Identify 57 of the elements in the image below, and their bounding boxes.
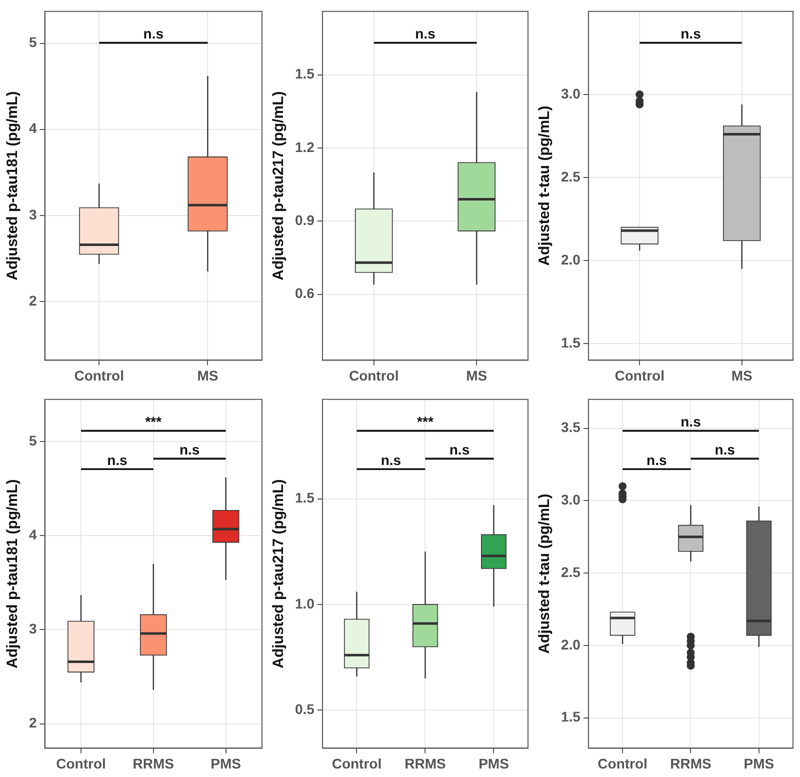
x-tick-label: PMS	[744, 755, 774, 772]
y-tick-label: 2.5	[560, 564, 581, 580]
x-tick-label: RRMS	[670, 755, 712, 772]
y-axis-title: Adjusted p-tau217 (pg/mL)	[270, 91, 288, 280]
x-tick-label: Control	[332, 755, 382, 772]
x-tick-label: Control	[56, 755, 106, 772]
y-tick-label: 4	[28, 526, 37, 543]
x-tick-label: MS	[197, 367, 218, 384]
x-tick-label: Control	[348, 367, 399, 384]
y-tick-label: 1.2	[294, 138, 315, 155]
annotation: n.s	[680, 26, 702, 42]
y-tick-label: 2	[28, 714, 37, 731]
y-axis-title: Adjusted p-tau181 (pg/mL)	[4, 479, 22, 668]
y-tick-label: 3.0	[560, 492, 581, 508]
y-axis-title: Adjusted p-tau217 (pg/mL)	[270, 479, 288, 668]
x-tick-label: Control	[74, 367, 124, 384]
y-axis-title: Adjusted t-tau (pg/mL)	[536, 106, 554, 266]
y-tick-label: 0.5	[294, 701, 315, 718]
annotation: n.s	[646, 452, 667, 468]
x-tick-label: Control	[598, 755, 648, 772]
annotation: n.s	[449, 442, 470, 458]
annotation: ***	[417, 414, 434, 430]
y-tick-label: 3.0	[560, 85, 581, 102]
y-axis-title: Adjusted t-tau (pg/mL)	[536, 494, 554, 654]
y-tick-label: 1.5	[294, 490, 315, 506]
y-tick-label: 1.0	[294, 595, 315, 612]
y-tick-label: 1.5	[560, 334, 581, 350]
y-tick-label: 2	[28, 292, 37, 308]
x-tick-label: Control	[614, 367, 664, 384]
x-tick-label: RRMS	[132, 755, 174, 772]
y-tick-label: 0.9	[294, 212, 315, 228]
y-tick-label: 5	[28, 34, 37, 50]
y-tick-label: 2.0	[560, 251, 581, 268]
y-tick-label: 2.5	[560, 168, 581, 184]
y-axis-title: Adjusted p-tau181 (pg/mL)	[4, 91, 22, 280]
y-tick-label: 3	[28, 206, 37, 222]
y-tick-label: 2.0	[560, 636, 581, 652]
y-tick-label: 3	[28, 620, 37, 637]
y-tick-label: 4	[28, 120, 37, 136]
y-tick-label: 0.6	[294, 285, 315, 302]
y-tick-label: 5	[28, 432, 37, 449]
annotation: n.s	[380, 452, 402, 468]
annotation: n.s	[714, 442, 736, 458]
annotation: n.s	[680, 414, 702, 430]
x-tick-label: RRMS	[404, 755, 446, 772]
y-tick-label: 1.5	[560, 708, 581, 725]
annotation: n.s	[107, 452, 128, 468]
y-tick-label: 1.5	[294, 66, 315, 82]
x-tick-label: MS	[731, 367, 752, 384]
annotation: ***	[145, 414, 162, 430]
x-tick-label: PMS	[478, 755, 509, 772]
annotation: n.s	[179, 442, 200, 458]
x-tick-label: MS	[466, 367, 488, 384]
x-tick-label: PMS	[210, 755, 241, 772]
annotation: n.s	[415, 26, 436, 42]
y-tick-label: 3.5	[560, 419, 581, 436]
annotation: n.s	[143, 26, 164, 42]
